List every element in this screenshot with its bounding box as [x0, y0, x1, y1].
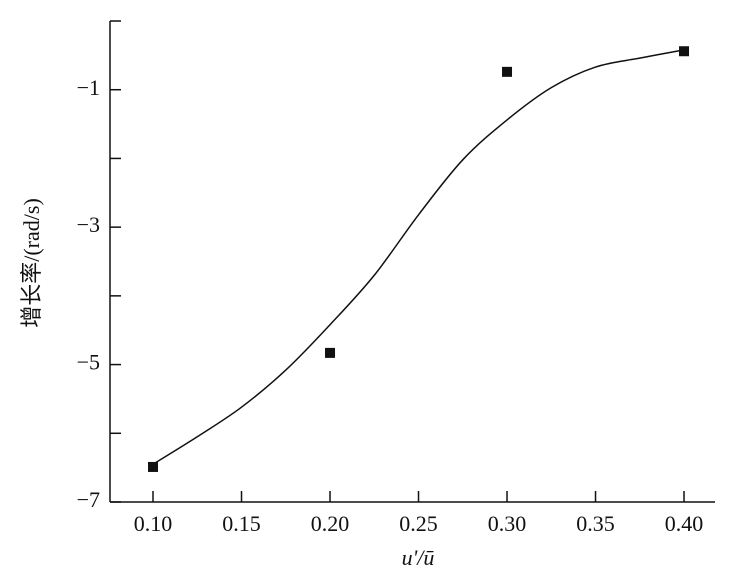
- data-point: [679, 46, 690, 57]
- x-tick-label: 0.30: [488, 511, 527, 536]
- y-tick-label: −1: [77, 75, 100, 100]
- x-tick-label: 0.35: [576, 511, 615, 536]
- y-tick-label: −5: [77, 350, 100, 375]
- data-point: [148, 461, 159, 472]
- fit-curve: [152, 49, 685, 465]
- x-axis-label: u'/ū: [402, 545, 435, 570]
- x-tick-label: 0.20: [311, 511, 350, 536]
- data-point: [502, 66, 513, 77]
- data-point: [325, 347, 336, 358]
- x-tick-label: 0.40: [665, 511, 704, 536]
- x-tick-label: 0.15: [222, 511, 261, 536]
- y-axis-label: 增长率/(rad/s): [19, 198, 44, 328]
- x-tick-label: 0.10: [134, 511, 173, 536]
- y-tick-label: −7: [77, 487, 100, 512]
- x-tick-label: 0.25: [399, 511, 438, 536]
- y-tick-label: −3: [77, 212, 100, 237]
